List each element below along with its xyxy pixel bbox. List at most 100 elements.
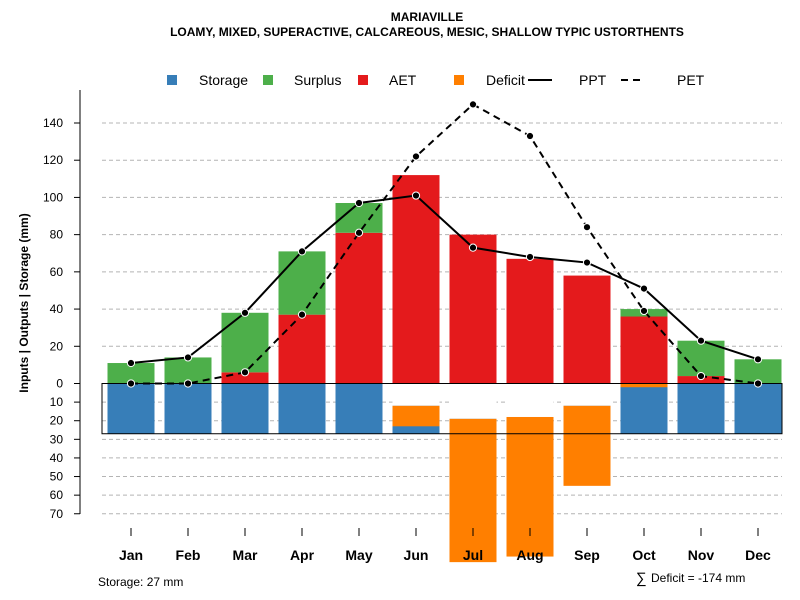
x-tick-label: Feb (176, 547, 201, 563)
x-tick-label: Aug (516, 547, 543, 563)
bar-aet (449, 234, 497, 384)
y-tick-label: 40 (50, 302, 64, 316)
y-tick-label: 20 (50, 339, 64, 353)
bar-surplus (107, 363, 155, 384)
ppt-point (468, 243, 478, 252)
bar-deficit (620, 383, 668, 388)
y-tick-label: 60 (50, 488, 64, 502)
bar-storage (164, 383, 212, 434)
legend-label: Storage (199, 72, 248, 88)
bar-aet (620, 316, 668, 384)
bar-aet (506, 258, 554, 384)
x-tick-label: Sep (574, 547, 600, 563)
y-tick-label: 60 (50, 265, 64, 279)
bar-surplus (164, 357, 212, 384)
legend-swatch (263, 75, 273, 85)
x-tick-label: Jun (404, 547, 429, 563)
ppt-point (183, 353, 193, 362)
x-tick-label: Jan (119, 547, 143, 563)
x-tick-label: Jul (463, 547, 483, 563)
pet-point (525, 131, 535, 141)
gridlines (102, 122, 782, 515)
pet-point (240, 368, 250, 377)
y-tick-label: 70 (50, 507, 64, 521)
storage-capacity-box (101, 383, 783, 435)
legend-label: PET (677, 72, 705, 88)
chart-subtitle: LOAMY, MIXED, SUPERACTIVE, CALCAREOUS, M… (170, 25, 684, 39)
y-tick-label: 10 (50, 395, 64, 409)
legend-label: PPT (579, 72, 607, 88)
bar-storage-empty (506, 383, 554, 417)
legend-swatch (454, 75, 464, 85)
bar-surplus (221, 312, 269, 373)
ppt-point (582, 258, 592, 267)
lines (126, 100, 763, 388)
storage-note: Storage: 27 mm (98, 575, 183, 589)
pet-point (183, 379, 193, 388)
ppt-point (411, 191, 421, 200)
bar-storage (620, 383, 668, 434)
ppt-point (639, 284, 649, 293)
bar-storage (335, 383, 383, 434)
bar-aet (221, 372, 269, 384)
pet-point (696, 371, 706, 381)
pet-point (411, 152, 421, 161)
ppt-line (130, 194, 759, 365)
ppt-point (297, 247, 307, 256)
pet-point (582, 223, 592, 232)
deficit-note: Deficit = -174 mm (651, 571, 745, 585)
x-tick-label: Oct (632, 547, 656, 563)
bar-storage-empty (449, 383, 497, 419)
legend: Storage Surplus AET Deficit PPT PET (167, 72, 705, 88)
legend-swatch (358, 75, 368, 85)
y-tick-label: 20 (50, 414, 64, 428)
pet-point (753, 379, 763, 388)
bar-surplus (278, 251, 326, 315)
bar-storage-empty (392, 383, 440, 406)
y-axis-label: Inputs | Outputs | Storage (mm) (17, 213, 31, 392)
bar-storage (221, 383, 269, 434)
bar-storage-empty (563, 383, 611, 406)
bars (101, 175, 783, 563)
x-tick-label: Dec (745, 547, 771, 563)
axes: 0 20 40 60 80 100 120 140 10 20 30 40 50 60 70 Jan Feb Ma… (43, 90, 771, 563)
legend-label: AET (389, 72, 417, 88)
bar-surplus (335, 203, 383, 233)
bar-storage (278, 383, 326, 434)
bar-deficit (563, 405, 611, 486)
bar-storage (107, 383, 155, 434)
ppt-point (696, 336, 706, 345)
y-tick-label: 80 (50, 228, 64, 242)
y-tick-label: 100 (43, 190, 63, 204)
y-tick-label: 40 (50, 451, 64, 465)
pet-point (354, 228, 364, 237)
y-tick-label: 0 (56, 377, 63, 391)
bar-deficit (392, 405, 440, 427)
sum-symbol: ∑ (636, 570, 647, 587)
y-tick-label: 140 (43, 116, 63, 130)
pet-point (297, 310, 307, 319)
ppt-point (753, 355, 763, 364)
bar-aet (278, 314, 326, 384)
bar-aet (563, 275, 611, 384)
bar-aet (392, 175, 440, 384)
pet-point (468, 100, 478, 109)
chart-title: MARIAVILLE (391, 10, 463, 24)
ppt-point (126, 358, 136, 368)
x-tick-label: Nov (688, 547, 715, 563)
ppt-point (240, 308, 250, 317)
pet-point (126, 379, 136, 388)
legend-swatch (167, 75, 177, 85)
y-tick-label: 50 (50, 470, 64, 484)
ppt-point (525, 252, 535, 262)
pet-point (639, 306, 649, 316)
ppt-point (354, 198, 364, 208)
legend-label: Deficit (486, 72, 525, 88)
y-tick-label: 120 (43, 153, 63, 167)
pet-line (131, 103, 759, 385)
legend-label: Surplus (294, 72, 341, 88)
x-tick-label: Apr (290, 547, 315, 563)
bar-aet (335, 232, 383, 384)
bar-storage (677, 383, 725, 434)
bar-deficit (449, 418, 497, 563)
